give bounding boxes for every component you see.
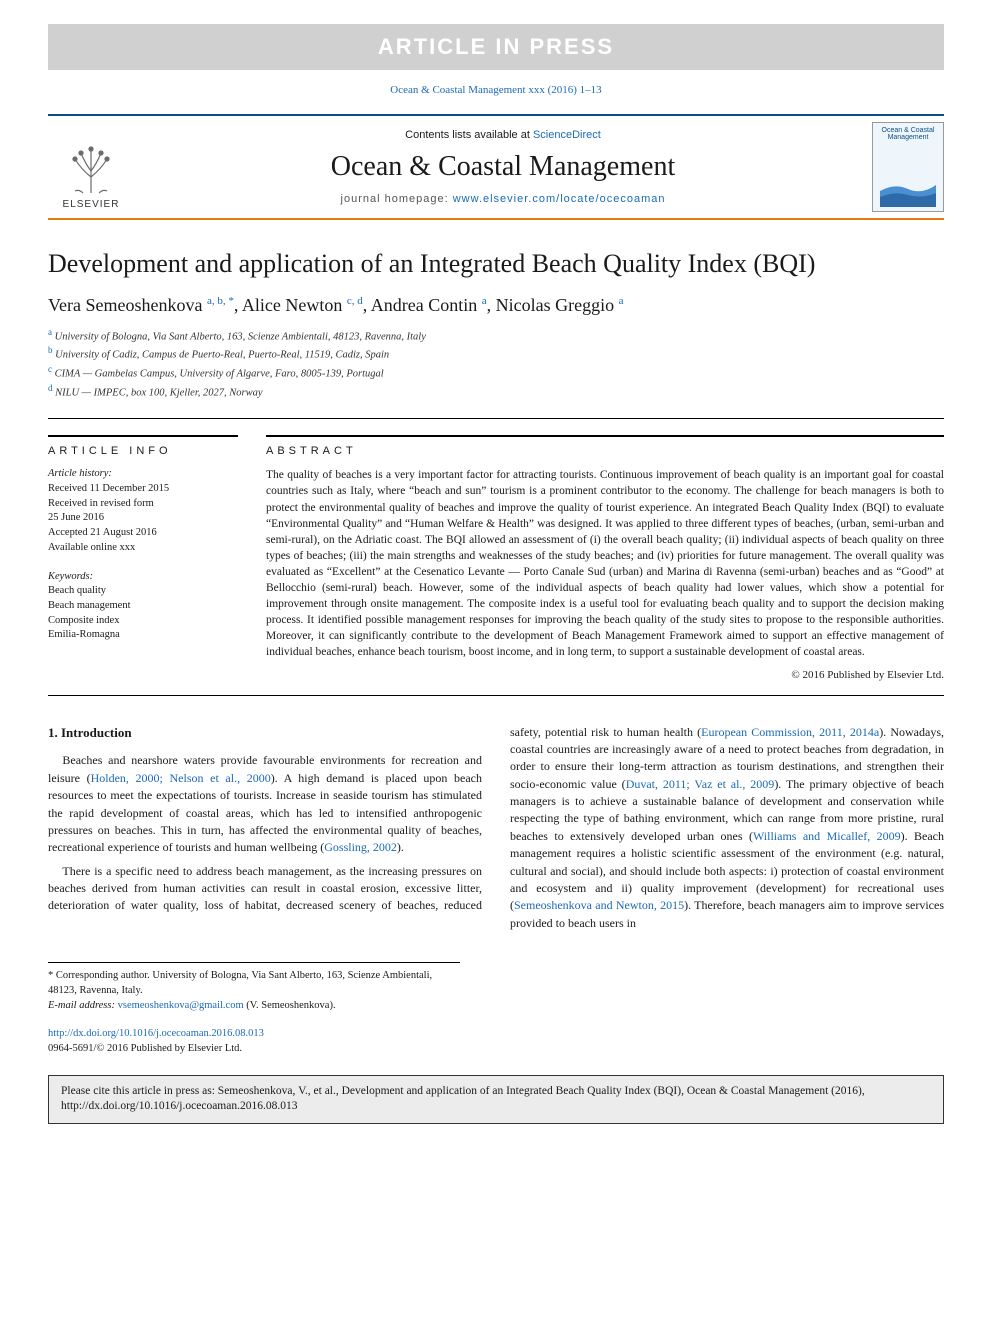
keyword-line: Beach management [48,599,238,614]
keyword-line: Emilia-Romagna [48,628,238,643]
doi-block: http://dx.doi.org/10.1016/j.ocecoaman.20… [48,1027,944,1056]
cover-title: Ocean & Coastal Management [877,127,939,141]
journal-header: ELSEVIER Contents lists available at Sci… [48,114,944,220]
article-title: Development and application of an Integr… [48,248,944,281]
history-line: 25 June 2016 [48,511,238,526]
keyword-line: Beach quality [48,584,238,599]
body-text: ). [397,840,404,854]
contents-lists-label: Contents lists available at [405,129,533,141]
abstract-copyright: © 2016 Published by Elsevier Ltd. [266,669,944,681]
homepage-label: journal homepage: [341,193,453,205]
article-in-press-banner: ARTICLE IN PRESS [48,24,944,70]
publisher-name: ELSEVIER [63,199,120,210]
sciencedirect-link[interactable]: ScienceDirect [533,129,601,141]
issn-copyright-line: 0964-5691/© 2016 Published by Elsevier L… [48,1043,242,1054]
horizontal-rule [48,695,944,696]
citation-link[interactable]: Duvat, 2011; Vaz et al., 2009 [626,777,775,791]
email-label: E-mail address: [48,1000,118,1011]
article-history-block: Article history: Received 11 December 20… [48,467,238,555]
affiliation-line: d NILU — IMPEC, box 100, Kjeller, 2027, … [48,382,944,401]
journal-name: Ocean & Coastal Management [134,151,872,183]
article-info-column: ARTICLE INFO Article history: Received 1… [48,435,238,680]
citation-link[interactable]: Holden, 2000; Nelson et al., 2000 [91,771,271,785]
history-line: Received 11 December 2015 [48,482,238,497]
journal-homepage-line: journal homepage: www.elsevier.com/locat… [134,193,872,205]
history-line: Received in revised form [48,497,238,512]
body-two-column: 1. Introduction Beaches and nearshore wa… [48,724,944,933]
citation-link[interactable]: Gossling, 2002 [324,840,397,854]
elsevier-tree-icon [61,141,121,197]
citation-link[interactable]: Semeoshenkova and Newton, 2015 [514,898,684,912]
footnotes-block: * Corresponding author. University of Bo… [48,962,460,1013]
keywords-label: Keywords: [48,570,238,585]
keywords-block: Keywords: Beach qualityBeach managementC… [48,570,238,643]
history-line: Accepted 21 August 2016 [48,526,238,541]
article-history-label: Article history: [48,467,238,482]
cover-art-icon [880,155,936,207]
citation-link[interactable]: European Commission, 2011, 2014a [701,725,879,739]
corresponding-author-note: * Corresponding author. University of Bo… [48,969,460,998]
doi-link[interactable]: http://dx.doi.org/10.1016/j.ocecoaman.20… [48,1028,264,1039]
contents-lists-line: Contents lists available at ScienceDirec… [134,129,872,141]
abstract-column: ABSTRACT The quality of beaches is a ver… [266,435,944,680]
abstract-text: The quality of beaches is a very importa… [266,467,944,660]
citation-link[interactable]: Williams and Micallef, 2009 [753,829,901,843]
journal-homepage-link[interactable]: www.elsevier.com/locate/ocecoaman [453,193,666,205]
please-cite-box: Please cite this article in press as: Se… [48,1075,944,1124]
email-line: E-mail address: vsemeoshenkova@gmail.com… [48,999,460,1014]
citation-top: Ocean & Coastal Management xxx (2016) 1–… [48,84,944,96]
history-line: Available online xxx [48,541,238,556]
section-heading-introduction: 1. Introduction [48,724,482,743]
affiliations-block: a University of Bologna, Via Sant Albert… [48,326,944,401]
affiliation-line: b University of Cadiz, Campus de Puerto-… [48,344,944,363]
journal-cover-thumbnail: Ocean & Coastal Management [872,122,944,212]
body-paragraph: Beaches and nearshore waters provide fav… [48,752,482,856]
email-link[interactable]: vsemeoshenkova@gmail.com [118,1000,244,1011]
publisher-logo: ELSEVIER [48,124,134,210]
authors-line: Vera Semeoshenkova a, b, *, Alice Newton… [48,295,944,316]
affiliation-line: c CIMA — Gambelas Campus, University of … [48,363,944,382]
email-tail: (V. Semeoshenkova). [244,1000,336,1011]
abstract-heading: ABSTRACT [266,445,944,457]
article-info-heading: ARTICLE INFO [48,445,238,457]
affiliation-line: a University of Bologna, Via Sant Albert… [48,326,944,345]
keyword-line: Composite index [48,614,238,629]
